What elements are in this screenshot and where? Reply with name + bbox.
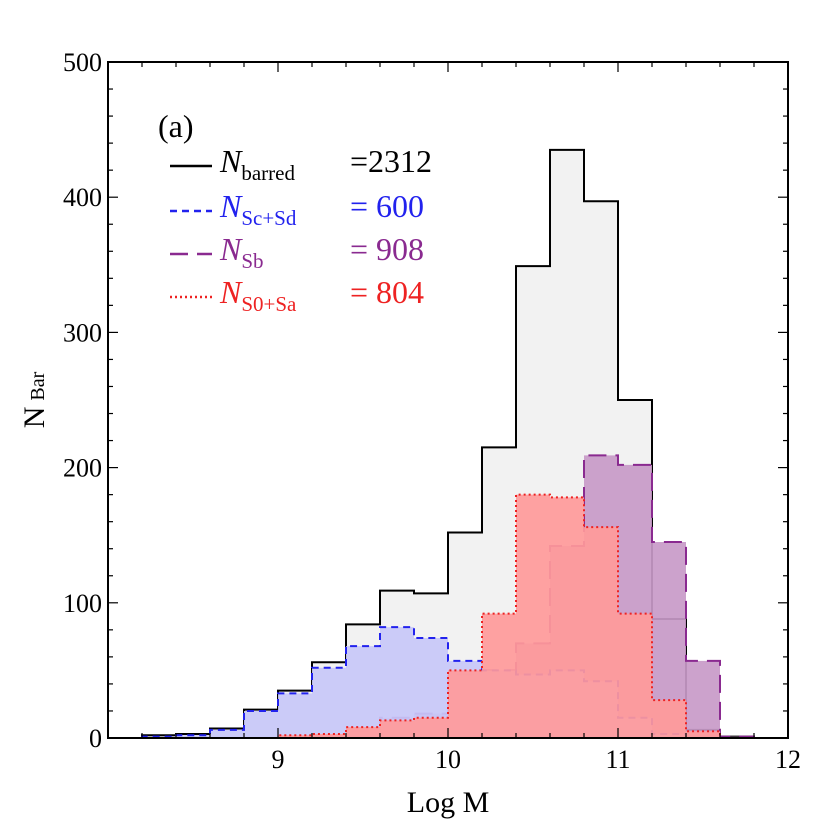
legend-label-main: N (219, 274, 243, 310)
panel-label: (a) (158, 108, 194, 144)
y-axis-title-main: N (18, 407, 51, 429)
legend-count: = 600 (350, 188, 424, 224)
x-tick-label: 11 (605, 745, 630, 774)
legend-count: = 908 (350, 231, 424, 267)
legend-label-sub: Sc+Sd (241, 206, 297, 230)
y-tick-label: 0 (89, 724, 102, 753)
legend-entry-sc_sd: NSc+Sd = 600 (170, 188, 424, 230)
series-s0_sa-line (142, 493, 754, 739)
x-tick-label: 12 (775, 745, 801, 774)
legend-entry-sb: NSb = 908 (170, 231, 424, 273)
y-tick-label: 100 (63, 589, 102, 618)
series-s0_sa (142, 493, 754, 739)
series-sc_sd-line (141, 626, 754, 739)
legend-label-sub: barred (241, 161, 295, 185)
y-tick-label: 400 (63, 183, 102, 212)
legend-label: NSc+Sd = 600 (219, 188, 424, 230)
axis-ticks (107, 61, 789, 739)
legend-entry-barred: Nbarred =2312 (170, 143, 432, 185)
legend-entry-s0_sa: NS0+Sa = 804 (170, 274, 424, 316)
series-s0_sa-area (142, 494, 754, 738)
legend-count: = 804 (350, 274, 424, 310)
legend-label-main: N (219, 231, 243, 267)
legend-label-main: N (219, 143, 243, 179)
x-axis-title: Log M (407, 786, 490, 819)
legend-label-sub: Sb (241, 249, 263, 273)
y-tick-label: 200 (63, 454, 102, 483)
legend-label: NSb = 908 (219, 231, 424, 273)
legend-label-sub: S0+Sa (241, 292, 297, 316)
y-tick-label: 500 (63, 48, 102, 77)
x-tick-label: 10 (435, 745, 461, 774)
legend-label: NS0+Sa = 804 (219, 274, 424, 316)
x-tick-label: 9 (272, 745, 285, 774)
axis-tick-labels: 9 10 11 12 0 100 200 300 400 500 (63, 48, 801, 774)
legend-count: =2312 (350, 143, 432, 179)
y-tick-label: 300 (63, 318, 102, 347)
legend-label-main: N (219, 188, 243, 224)
y-axis-title: N Bar (18, 371, 51, 428)
legend-label: Nbarred =2312 (219, 143, 432, 185)
y-axis-title-sub: Bar (27, 371, 49, 400)
histogram-bars (141, 148, 755, 739)
